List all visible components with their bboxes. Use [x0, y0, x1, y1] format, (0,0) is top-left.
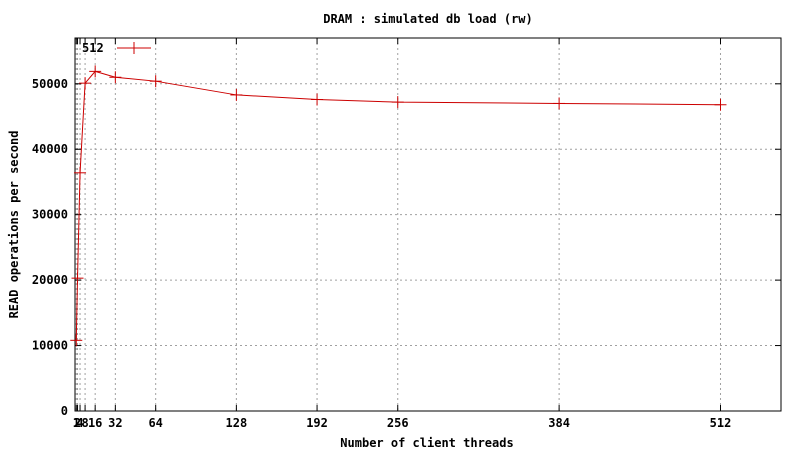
y-tick-label: 0: [61, 404, 68, 418]
x-tick-label: 64: [148, 416, 162, 430]
x-tick-label: 384: [548, 416, 570, 430]
data-point: [230, 88, 243, 101]
y-tick-label: 40000: [32, 142, 68, 156]
data-point: [391, 96, 404, 109]
x-tick-label: 256: [387, 416, 409, 430]
x-tick-label: 16: [88, 416, 102, 430]
y-tick-label: 10000: [32, 339, 68, 353]
legend-label: 512: [82, 41, 104, 55]
legend-swatch-marker: [128, 42, 140, 54]
data-point: [74, 166, 87, 179]
chart-title: DRAM : simulated db load (rw): [323, 12, 533, 26]
x-tick-label: 2: [74, 416, 81, 430]
y-axis-label: READ operations per second: [7, 131, 21, 319]
data-point: [89, 65, 102, 78]
data-point: [109, 71, 122, 84]
x-axis-label: Number of client threads: [340, 436, 513, 450]
x-tick-label: 128: [226, 416, 248, 430]
x-tick-label: 32: [108, 416, 122, 430]
data-point: [553, 97, 566, 110]
series-line-512: [75, 70, 721, 341]
data-point: [70, 334, 83, 347]
data-point: [71, 272, 84, 285]
legend: 512: [82, 41, 151, 55]
data-point: [149, 75, 162, 88]
data-point: [714, 98, 727, 111]
x-tick-label: 4: [76, 416, 83, 430]
grid-lines: [75, 38, 781, 411]
plot-frame: [74, 37, 782, 412]
x-tick-label: 512: [710, 416, 732, 430]
x-tick-label: 192: [306, 416, 328, 430]
data-point: [79, 77, 92, 90]
x-tick-label: 8: [81, 416, 88, 430]
x-tick-label: 1: [73, 416, 80, 430]
y-tick-label: 30000: [32, 208, 68, 222]
series-layer: [70, 65, 727, 347]
data-point: [311, 93, 324, 106]
y-tick-label: 20000: [32, 273, 68, 287]
y-tick-label: 50000: [32, 77, 68, 91]
